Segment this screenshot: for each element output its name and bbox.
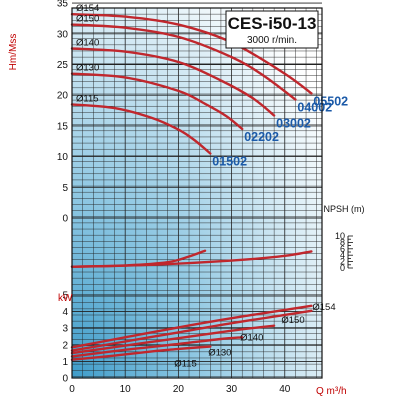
- npsh-tick-label: 0: [340, 263, 345, 273]
- npsh-tick-label: 8: [340, 237, 345, 247]
- power-diameter-label: Ø130: [208, 347, 231, 358]
- npsh-tick-label: 2: [340, 257, 345, 267]
- x-tick-label: 40: [279, 384, 291, 395]
- power-diameter-label: Ø154: [312, 302, 335, 313]
- head-curve-02202: [70, 72, 244, 131]
- power-curve: [70, 336, 244, 358]
- x-tick-label: 20: [173, 384, 185, 395]
- head-tick-label: 25: [57, 60, 69, 71]
- model-label: 02202: [244, 130, 279, 144]
- head-diameter-label: Ø140: [76, 38, 99, 49]
- power-curve: [70, 304, 313, 349]
- power-tick-label: 1: [62, 357, 68, 368]
- head-diameter-label: Ø150: [76, 14, 99, 25]
- head-tick-label: 35: [57, 0, 69, 10]
- head-diameter-label: Ø115: [76, 93, 99, 104]
- power-curve: [70, 309, 313, 352]
- head-tick-label: 20: [57, 91, 69, 102]
- plot-border: [71, 7, 323, 379]
- chart-subtitle: 3000 r/min.: [247, 35, 297, 46]
- power-axis-label: kW: [58, 293, 73, 304]
- head-tick-label: 0: [62, 214, 68, 225]
- curves: [70, 13, 313, 361]
- head-diameter-label: Ø154: [76, 3, 99, 14]
- head-axis-label: Hm/Mss: [8, 34, 19, 71]
- npsh-tick-label: 4: [340, 250, 345, 260]
- x-tick-label: 30: [226, 384, 238, 395]
- chart-title: CES-i50-13: [228, 14, 317, 33]
- x-axis-label: Q m³/h: [316, 386, 347, 397]
- head-tick-label: 5: [62, 183, 68, 194]
- npsh-curve: [70, 250, 313, 268]
- head-tick-label: 30: [57, 29, 69, 40]
- title-box: CES-i50-13 3000 r/min.: [225, 10, 319, 49]
- power-curve: [70, 324, 276, 355]
- head-tick-label: 10: [57, 152, 69, 163]
- power-curve: [70, 345, 212, 361]
- npsh-tick-label: 6: [340, 244, 345, 254]
- power-tick-label: 2: [62, 340, 68, 351]
- head-diameter-label: Ø130: [76, 63, 99, 74]
- power-diameter-label: Ø140: [240, 333, 263, 344]
- npsh-tick-label: 10: [335, 231, 345, 241]
- model-label: 04002: [297, 100, 332, 114]
- power-diameter-label: Ø115: [174, 358, 197, 369]
- power-tick-label: 0: [62, 374, 68, 385]
- model-label: 03002: [276, 116, 311, 130]
- head-curve-03002: [70, 47, 276, 117]
- npsh-axis-label: NPSH (m): [324, 204, 365, 214]
- power-tick-label: 4: [62, 307, 68, 318]
- x-tick-label: 10: [120, 384, 132, 395]
- head-curve-04002: [70, 23, 297, 101]
- x-tick-label: 0: [69, 384, 75, 395]
- power-tick-label: 3: [62, 324, 68, 335]
- power-tick-label: 5: [62, 291, 68, 302]
- head-curve-01502: [70, 103, 212, 155]
- head-tick-label: 15: [57, 121, 69, 132]
- power-diameter-label: Ø150: [281, 315, 304, 326]
- plot-frame: [71, 7, 323, 379]
- head-curve-05502: [70, 13, 313, 95]
- model-label: 01502: [212, 155, 247, 169]
